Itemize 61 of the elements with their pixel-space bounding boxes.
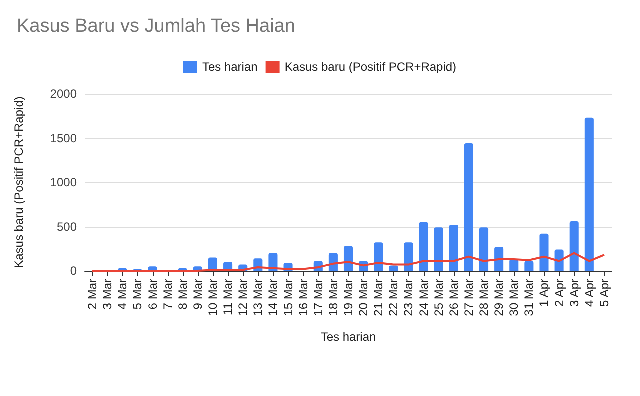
x-tick-label: 4 Apr	[582, 279, 596, 308]
x-tick-label: 6 Mar	[146, 279, 160, 310]
bar	[540, 234, 549, 271]
x-tick-label: 5 Mar	[130, 279, 145, 310]
x-tick-label: 21 Mar	[372, 279, 386, 316]
y-tick-label: 2000	[50, 87, 78, 101]
x-tick-label: 9 Mar	[190, 279, 205, 310]
y-axis-title: Kasus baru (Positif PCR+Rapid)	[12, 96, 26, 268]
x-tick-label: 25 Mar	[432, 279, 446, 316]
x-tick-label: 1 Apr	[537, 279, 552, 308]
x-tick-label: 23 Mar	[402, 279, 416, 316]
bar	[524, 261, 534, 271]
x-tick-label: 3 Apr	[567, 279, 582, 308]
line-series	[92, 252, 606, 272]
x-tick-label: 17 Mar	[311, 279, 326, 316]
x-tick-label: 5 Apr	[597, 279, 612, 308]
chart-title: Kasus Baru vs Jumlah Tes Haian	[17, 16, 296, 37]
y-tick-label: 1000	[50, 176, 78, 190]
x-tick-label: 27 Mar	[462, 279, 476, 316]
x-axis-title: Tes harian	[320, 330, 376, 344]
x-tick-label: 4 Mar	[116, 279, 130, 310]
x-tick-label: 24 Mar	[416, 279, 431, 316]
x-tick-label: 22 Mar	[386, 279, 401, 316]
x-tick-label: 30 Mar	[507, 279, 522, 316]
x-tick-label: 10 Mar	[206, 279, 220, 316]
x-tick-label: 11 Mar	[221, 279, 236, 316]
x-tick-label: 13 Mar	[251, 279, 266, 316]
x-tick-label: 2 Apr	[552, 279, 566, 308]
x-tick-label: 2 Mar	[86, 279, 100, 310]
bar	[404, 242, 414, 271]
bar	[584, 118, 594, 271]
x-tick-label: 31 Mar	[522, 279, 536, 316]
x-tick-label: 12 Mar	[236, 279, 250, 316]
legend-label: Kasus baru (Positif PCR+Rapid)	[284, 60, 457, 74]
x-tick-label: 28 Mar	[477, 279, 492, 316]
x-tick-label: 20 Mar	[356, 279, 371, 316]
bar	[464, 144, 474, 271]
x-tick-label: 29 Mar	[492, 279, 506, 316]
bar	[510, 259, 519, 271]
y-tick-label: 0	[70, 264, 78, 278]
x-tick-label: 16 Mar	[296, 279, 310, 316]
x-tick-label: 18 Mar	[326, 279, 340, 316]
bar	[344, 246, 354, 271]
bar	[449, 224, 458, 271]
legend-label: Tes harian	[202, 60, 258, 74]
bar	[389, 266, 398, 271]
bar	[434, 228, 444, 271]
x-tick-label: 14 Mar	[266, 279, 280, 316]
bar	[570, 221, 579, 271]
x-tick-label: 26 Mar	[446, 279, 461, 316]
bar	[374, 242, 384, 271]
x-tick-label: 15 Mar	[281, 279, 296, 316]
x-tick-label: 19 Mar	[342, 279, 356, 316]
x-tick-label: 8 Mar	[176, 279, 190, 310]
x-tick-label: 3 Mar	[100, 279, 115, 310]
y-tick-label: 1500	[50, 131, 78, 146]
bar	[419, 222, 428, 271]
x-tick-label: 7 Mar	[160, 279, 175, 310]
bar	[479, 228, 489, 271]
y-tick-label: 500	[56, 220, 78, 234]
bar	[494, 247, 504, 271]
